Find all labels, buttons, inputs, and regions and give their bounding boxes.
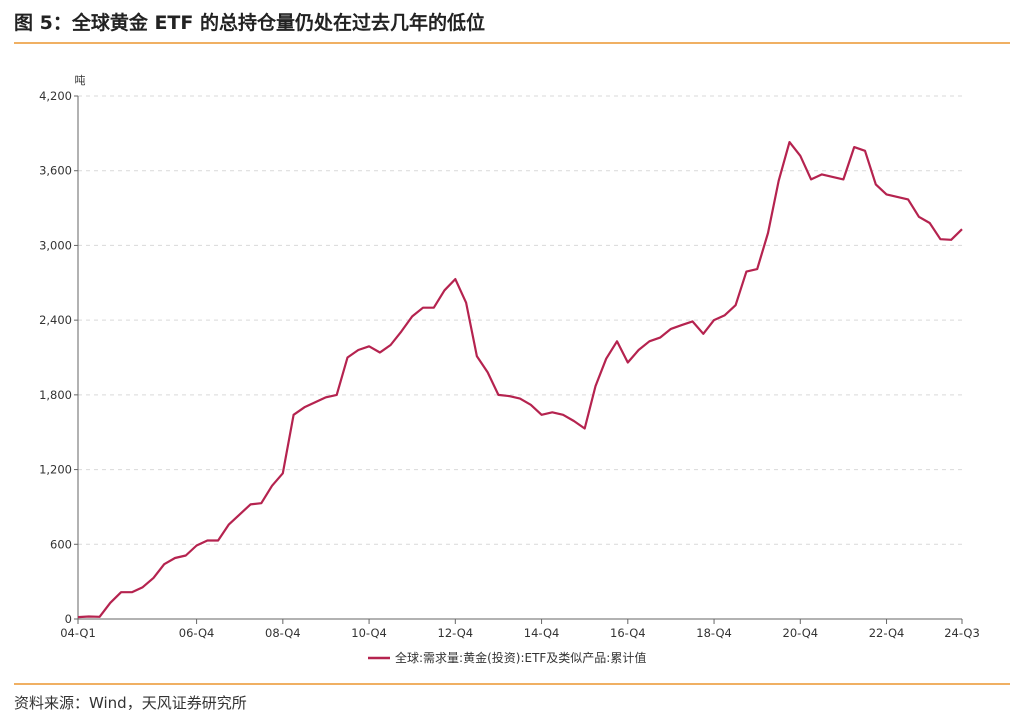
x-tick-label: 16-Q4 bbox=[610, 626, 646, 640]
y-tick-labels: 0 600 1,200 1,800 2,400 3,000 3,600 4,200 bbox=[39, 89, 72, 626]
bottom-divider bbox=[14, 683, 1010, 685]
line-chart: 吨 0 600 1,200 1,800 2,400 3,000 3,600 4,200 04-… bbox=[39, 74, 980, 665]
x-tick-labels: 04-Q1 06-Q4 08-Q4 10-Q4 12-Q4 14-Q4 16-Q4 18-Q4… bbox=[60, 619, 980, 640]
grid-layer bbox=[74, 95, 962, 620]
x-tick-label: 08-Q4 bbox=[265, 626, 301, 640]
figure-title: 图 5：全球黄金 ETF 的总持仓量仍处在过去几年的低位 bbox=[14, 12, 485, 34]
top-divider bbox=[14, 42, 1010, 44]
x-tick-label: 06-Q4 bbox=[179, 626, 215, 640]
x-tick-label: 24-Q3 bbox=[944, 626, 980, 640]
x-tick-label: 22-Q4 bbox=[869, 626, 905, 640]
y-tick-label: 3,600 bbox=[39, 164, 72, 178]
legend: 全球:需求量:黄金(投资):ETF及类似产品:累计值 bbox=[368, 650, 646, 665]
y-tick-label: 4,200 bbox=[39, 89, 72, 103]
series-line bbox=[77, 141, 963, 619]
source-note: 资料来源：Wind，天风证券研究所 bbox=[14, 694, 247, 712]
y-tick-label: 1,800 bbox=[39, 388, 72, 402]
x-tick-label: 12-Q4 bbox=[438, 626, 474, 640]
x-tick-label: 18-Q4 bbox=[696, 626, 732, 640]
y-tick-label: 1,200 bbox=[39, 463, 72, 477]
x-tick-label: 20-Q4 bbox=[783, 626, 819, 640]
y-tick-label: 3,000 bbox=[39, 238, 72, 252]
x-tick-label: 04-Q1 bbox=[60, 626, 96, 640]
axis-layer bbox=[77, 96, 962, 620]
legend-label: 全球:需求量:黄金(投资):ETF及类似产品:累计值 bbox=[395, 650, 646, 665]
y-tick-label: 0 bbox=[65, 612, 72, 626]
y-axis-unit: 吨 bbox=[75, 74, 86, 87]
x-tick-label: 14-Q4 bbox=[524, 626, 560, 640]
x-tick-label: 10-Q4 bbox=[351, 626, 387, 640]
y-tick-label: 600 bbox=[50, 537, 72, 551]
y-tick-label: 2,400 bbox=[39, 313, 72, 327]
